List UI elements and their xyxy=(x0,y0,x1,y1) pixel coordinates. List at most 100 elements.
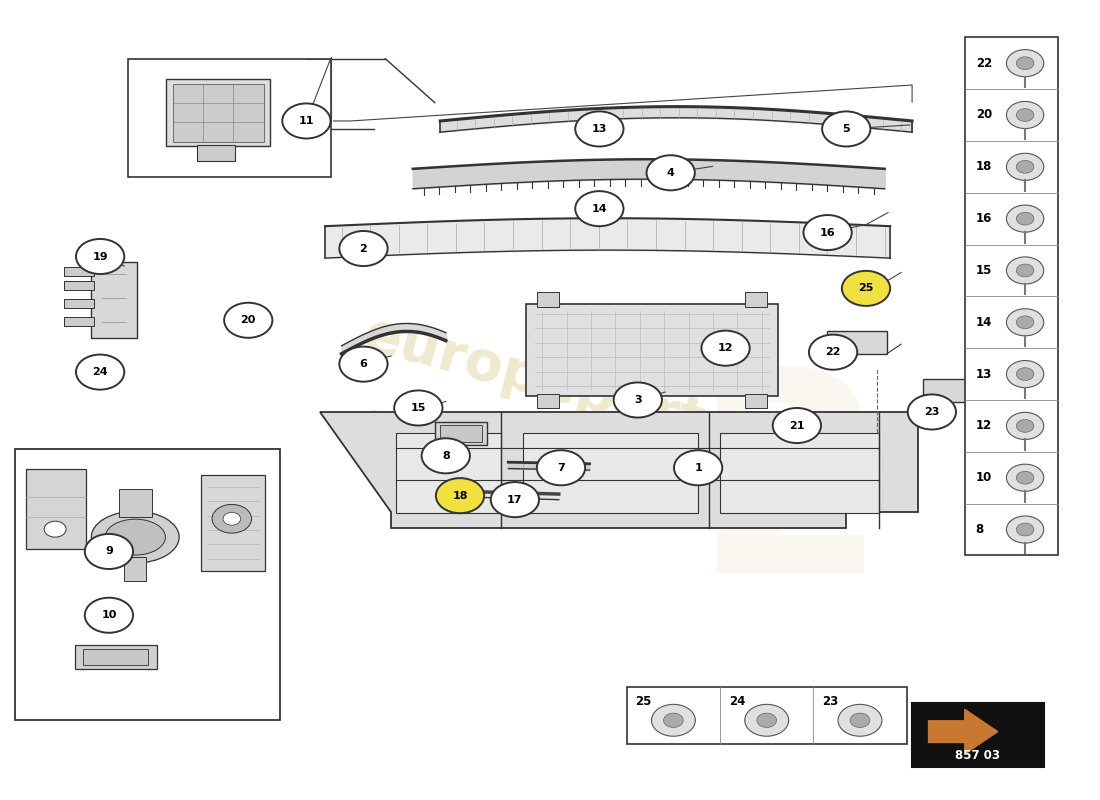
Text: 25: 25 xyxy=(858,283,873,294)
Polygon shape xyxy=(320,412,917,527)
Ellipse shape xyxy=(91,511,179,563)
Circle shape xyxy=(1006,50,1044,77)
Bar xyxy=(64,298,94,307)
Bar xyxy=(82,649,148,665)
Circle shape xyxy=(575,191,624,226)
Circle shape xyxy=(822,111,870,146)
Circle shape xyxy=(283,103,331,138)
Circle shape xyxy=(224,302,273,338)
Bar xyxy=(124,557,146,581)
Circle shape xyxy=(1016,161,1034,173)
Text: 1: 1 xyxy=(694,462,702,473)
Text: 10: 10 xyxy=(101,610,117,620)
Bar xyxy=(64,267,94,276)
Bar xyxy=(923,379,967,402)
Text: 24: 24 xyxy=(729,695,745,708)
Bar xyxy=(746,394,767,408)
Circle shape xyxy=(44,521,66,537)
Circle shape xyxy=(537,450,585,486)
Circle shape xyxy=(772,408,821,443)
Bar xyxy=(25,470,86,549)
Text: 18: 18 xyxy=(976,160,992,174)
Bar xyxy=(128,58,331,177)
Circle shape xyxy=(491,482,539,517)
Bar xyxy=(75,645,157,669)
Circle shape xyxy=(339,346,387,382)
Bar xyxy=(627,687,906,744)
Circle shape xyxy=(1016,471,1034,484)
Text: 25: 25 xyxy=(636,695,652,708)
Circle shape xyxy=(1006,464,1044,491)
Text: europeparts: europeparts xyxy=(358,308,742,460)
Text: a passion for parts since 1985: a passion for parts since 1985 xyxy=(364,405,736,522)
Bar xyxy=(434,422,487,446)
Bar xyxy=(396,434,500,514)
Circle shape xyxy=(1016,523,1034,536)
Bar xyxy=(201,475,265,570)
Text: 8: 8 xyxy=(442,451,450,461)
Circle shape xyxy=(803,215,851,250)
Circle shape xyxy=(76,239,124,274)
Bar xyxy=(64,282,94,290)
Circle shape xyxy=(647,155,695,190)
Circle shape xyxy=(1016,57,1034,70)
Bar xyxy=(537,394,559,408)
Circle shape xyxy=(1006,205,1044,232)
Text: 857 03: 857 03 xyxy=(956,749,1000,762)
Text: 5: 5 xyxy=(843,124,850,134)
Circle shape xyxy=(808,334,857,370)
Text: 16: 16 xyxy=(820,227,835,238)
Circle shape xyxy=(436,478,484,514)
Text: 11: 11 xyxy=(299,116,315,126)
Text: 13: 13 xyxy=(976,367,992,381)
Text: 22: 22 xyxy=(825,347,840,357)
Text: 24: 24 xyxy=(92,367,108,377)
Circle shape xyxy=(1016,264,1034,277)
Circle shape xyxy=(1006,412,1044,439)
Circle shape xyxy=(1016,368,1034,381)
Text: 17: 17 xyxy=(507,494,522,505)
Text: 12: 12 xyxy=(718,343,734,353)
Text: 9: 9 xyxy=(104,546,113,557)
Bar xyxy=(522,434,698,514)
Circle shape xyxy=(702,330,750,366)
Bar xyxy=(965,38,1058,555)
Bar xyxy=(14,450,280,721)
Text: 20: 20 xyxy=(976,109,992,122)
Text: 4: 4 xyxy=(667,168,674,178)
Circle shape xyxy=(745,704,789,736)
Circle shape xyxy=(223,513,241,525)
Text: 20: 20 xyxy=(241,315,256,326)
Circle shape xyxy=(1006,257,1044,284)
Text: 15: 15 xyxy=(410,403,426,413)
Circle shape xyxy=(757,713,777,727)
Text: 10: 10 xyxy=(976,471,992,484)
Circle shape xyxy=(1006,154,1044,180)
Circle shape xyxy=(575,111,624,146)
Text: 7: 7 xyxy=(557,462,564,473)
Text: 16: 16 xyxy=(976,212,992,225)
Circle shape xyxy=(651,704,695,736)
Bar xyxy=(537,292,559,306)
Circle shape xyxy=(1016,212,1034,225)
Circle shape xyxy=(1006,361,1044,388)
Circle shape xyxy=(663,713,683,727)
Bar xyxy=(440,425,482,442)
Circle shape xyxy=(674,450,723,486)
Text: 15: 15 xyxy=(976,264,992,277)
Ellipse shape xyxy=(106,519,165,555)
Circle shape xyxy=(1006,516,1044,543)
Text: 8: 8 xyxy=(976,523,984,536)
Text: 14: 14 xyxy=(592,204,607,214)
Bar xyxy=(197,145,235,161)
Bar xyxy=(91,262,138,338)
Bar xyxy=(526,304,778,396)
Circle shape xyxy=(1006,102,1044,129)
Bar xyxy=(173,83,264,142)
Circle shape xyxy=(76,354,124,390)
Circle shape xyxy=(1006,309,1044,336)
Text: 2: 2 xyxy=(695,361,888,630)
Circle shape xyxy=(212,505,252,533)
Bar xyxy=(720,434,879,514)
Text: 13: 13 xyxy=(592,124,607,134)
